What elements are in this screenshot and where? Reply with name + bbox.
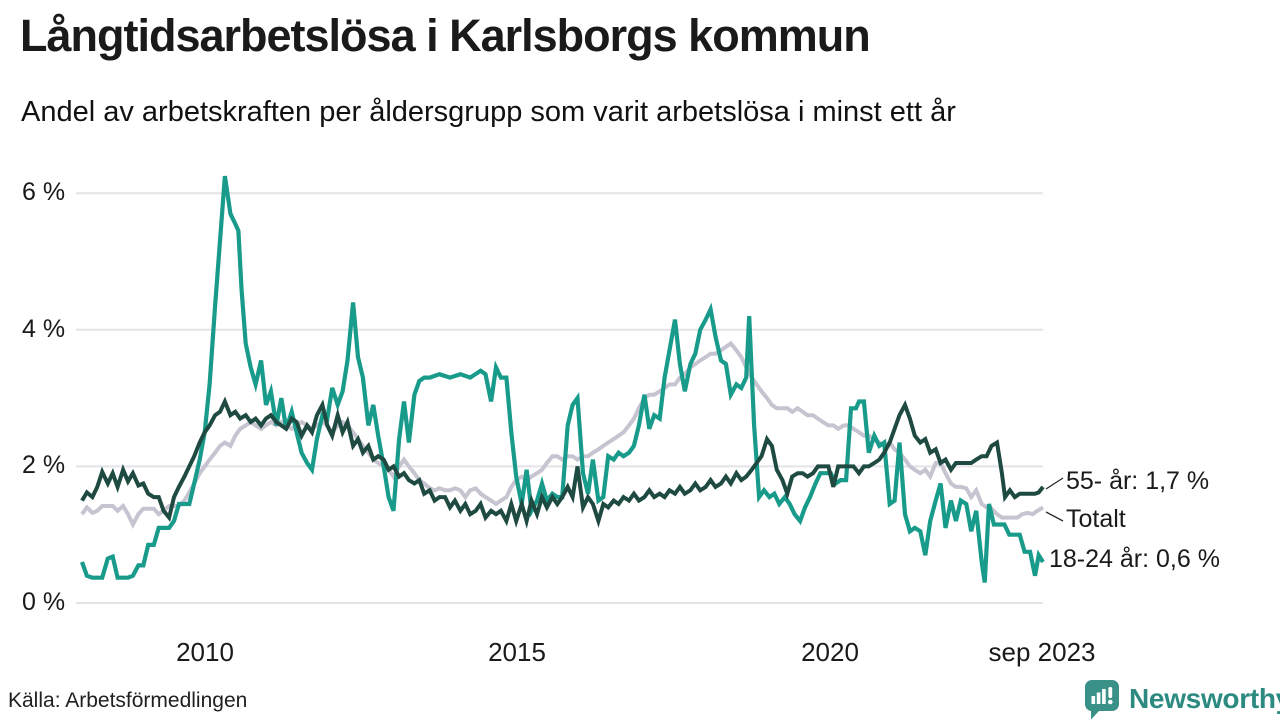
series-line-18-24-r <box>80 175 1045 583</box>
newsworthy-logo-icon <box>1084 680 1119 720</box>
y-axis-tick: 2 % <box>22 451 66 480</box>
newsworthy-wordmark: Newsworthy <box>1129 683 1280 714</box>
chart-title: Långtidsarbetslösa i Karlsborgs kommun <box>20 10 871 61</box>
source-caption: Källa: Arbetsförmedlingen <box>8 689 248 712</box>
x-axis-tick: sep 2023 <box>988 637 1096 667</box>
series-end-label-55: 55- år: 1,7 % <box>1066 467 1210 495</box>
newsworthy-logo[interactable]: Newsworthy <box>1084 679 1280 720</box>
series-end-label-18-24: 18-24 år: 0,6 % <box>1049 545 1220 573</box>
y-axis-tick: 4 % <box>22 314 66 343</box>
label-connector <box>1045 511 1064 522</box>
y-axis-tick: 6 % <box>22 178 66 207</box>
x-axis-tick: 2015 <box>488 637 546 667</box>
x-axis-tick: 2010 <box>176 637 234 667</box>
label-connector <box>1045 477 1064 490</box>
chart-subtitle: Andel av arbetskraften per åldersgrupp s… <box>21 96 956 128</box>
series-end-label-total: Totalt <box>1066 505 1126 533</box>
y-axis-tick: 0 % <box>22 587 66 616</box>
series-line-55-r <box>80 396 1045 529</box>
x-axis-tick: 2020 <box>801 637 859 667</box>
